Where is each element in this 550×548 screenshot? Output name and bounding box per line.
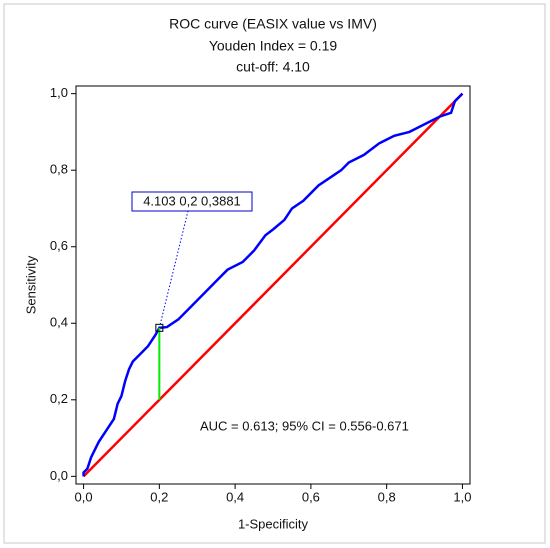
x-tick-label: 1,0 xyxy=(453,489,471,504)
series-line xyxy=(82,92,464,477)
series-line xyxy=(82,92,464,478)
x-tick-label: 0,8 xyxy=(378,489,396,504)
x-tick-label: 0,6 xyxy=(302,489,320,504)
y-axis-label: Sensitivity xyxy=(23,255,38,314)
chart-title: ROC curve (EASIX value vs IMV) xyxy=(169,16,377,32)
annotation-leader xyxy=(158,210,189,328)
y-tick-label: 0,6 xyxy=(50,238,68,253)
chart-subtitle: cut-off: 4.10 xyxy=(236,59,310,75)
y-tick-label: 0,0 xyxy=(50,468,68,483)
x-tick-label: 0,2 xyxy=(150,489,168,504)
y-tick-label: 0,2 xyxy=(50,391,68,406)
x-axis-label: 1-Specificity xyxy=(238,516,309,531)
x-tick-label: 0,0 xyxy=(75,489,93,504)
annotation-label: 4.103 0,2 0,3881 xyxy=(143,193,241,208)
chart-subtitle: Youden Index = 0.19 xyxy=(209,38,338,54)
y-tick-label: 0,8 xyxy=(50,162,68,177)
auc-annotation: AUC = 0.613; 95% CI = 0.556-0.671 xyxy=(200,418,409,433)
y-tick-label: 0,4 xyxy=(50,315,68,330)
y-tick-label: 1,0 xyxy=(50,85,68,100)
x-tick-label: 0,4 xyxy=(226,489,244,504)
cutoff-marker xyxy=(155,323,164,332)
annotation-box xyxy=(131,191,253,212)
